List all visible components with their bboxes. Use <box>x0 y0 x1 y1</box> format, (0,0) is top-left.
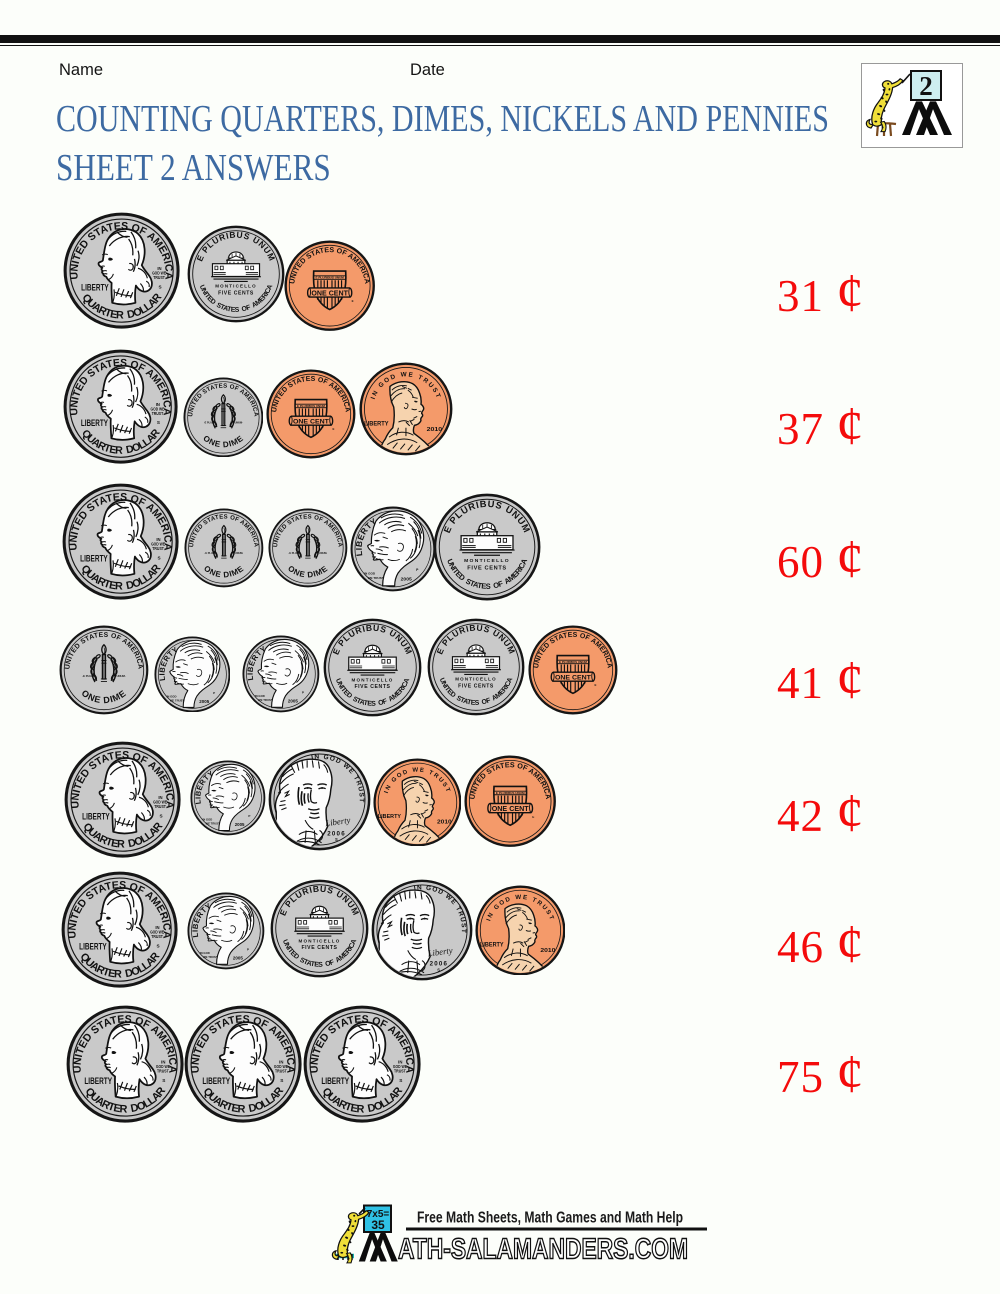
svg-text:ATH-SALAMANDERS.COM: ATH-SALAMANDERS.COM <box>398 1232 688 1265</box>
svg-text:7x5=: 7x5= <box>367 1209 390 1220</box>
svg-text:35: 35 <box>371 1218 385 1232</box>
svg-text:2: 2 <box>919 71 933 101</box>
svg-text:Free Math Sheets, Math Games a: Free Math Sheets, Math Games and Math He… <box>417 1210 683 1227</box>
